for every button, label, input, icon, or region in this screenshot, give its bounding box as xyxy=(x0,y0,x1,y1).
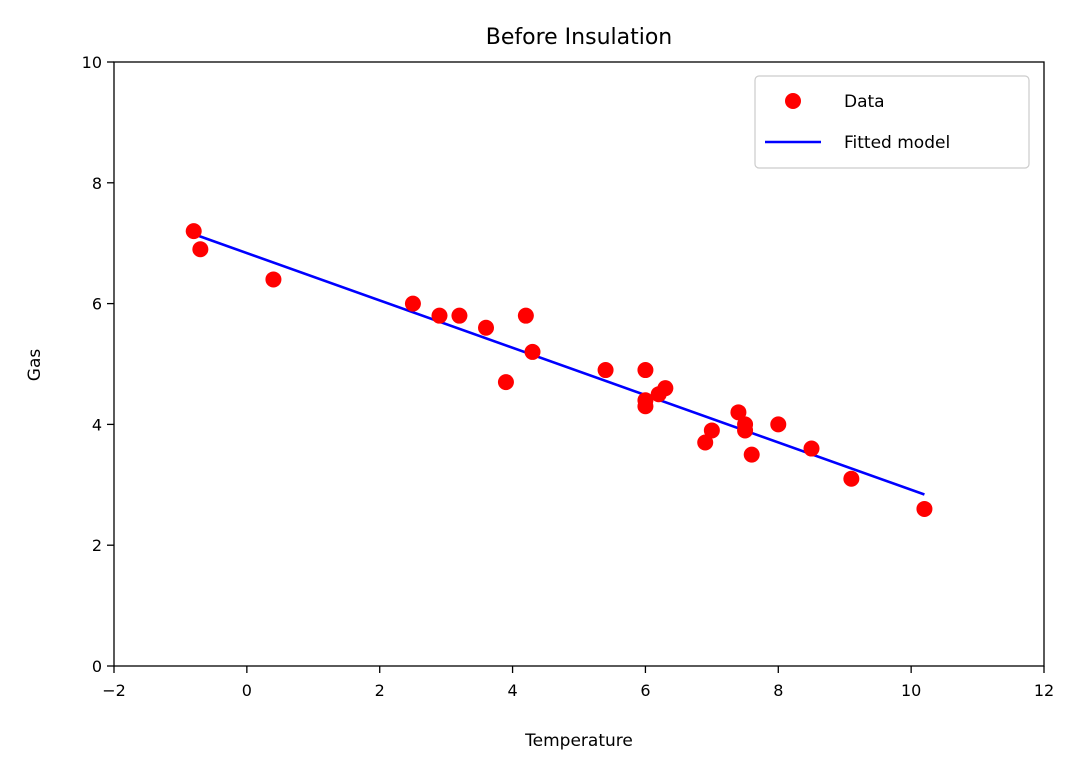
chart-title: Before Insulation xyxy=(486,25,673,50)
data-point xyxy=(657,380,674,397)
data-point xyxy=(737,422,754,439)
legend: Data Fitted model xyxy=(754,75,1030,169)
data-point xyxy=(637,398,654,415)
data-point xyxy=(697,434,714,451)
data-point xyxy=(524,343,541,360)
y-tick-label: 6 xyxy=(92,295,102,314)
data-point xyxy=(916,500,933,517)
data-point xyxy=(404,295,421,312)
fitted-model-line xyxy=(193,232,925,496)
data-point xyxy=(517,307,534,324)
legend-marker-data xyxy=(785,93,801,109)
x-tick-label: −2 xyxy=(102,681,126,700)
legend-box xyxy=(754,75,1030,169)
y-tick-label: 4 xyxy=(92,415,102,434)
x-tick-label: 4 xyxy=(507,681,517,700)
y-tick-label: 0 xyxy=(92,657,102,676)
data-point xyxy=(843,470,860,487)
data-point xyxy=(730,404,747,421)
data-point xyxy=(497,374,514,391)
data-point xyxy=(451,307,468,324)
x-tick-label: 10 xyxy=(901,681,921,700)
x-tick-label: 6 xyxy=(640,681,650,700)
data-point xyxy=(637,362,654,379)
data-point xyxy=(803,440,820,457)
legend-label: Data xyxy=(844,92,885,112)
x-tick-label: 0 xyxy=(242,681,252,700)
x-tick-label: 2 xyxy=(375,681,385,700)
data-point xyxy=(703,422,720,439)
data-point xyxy=(770,416,787,433)
data-point xyxy=(431,307,448,324)
data-point xyxy=(743,446,760,463)
x-tick-label: 8 xyxy=(773,681,783,700)
legend-label: Fitted model xyxy=(844,133,950,153)
data-point xyxy=(192,241,209,258)
data-point xyxy=(185,223,202,240)
x-axis-label: Temperature xyxy=(524,731,633,751)
data-point xyxy=(478,319,494,336)
y-tick-label: 2 xyxy=(92,536,102,555)
axes-frame xyxy=(113,61,1045,667)
data-point xyxy=(597,362,614,379)
data-point xyxy=(265,271,282,288)
y-tick-label: 8 xyxy=(92,174,102,193)
y-axis-label: Gas xyxy=(25,349,45,382)
x-tick-label: 12 xyxy=(1034,681,1054,700)
y-tick-label: 10 xyxy=(82,53,102,72)
